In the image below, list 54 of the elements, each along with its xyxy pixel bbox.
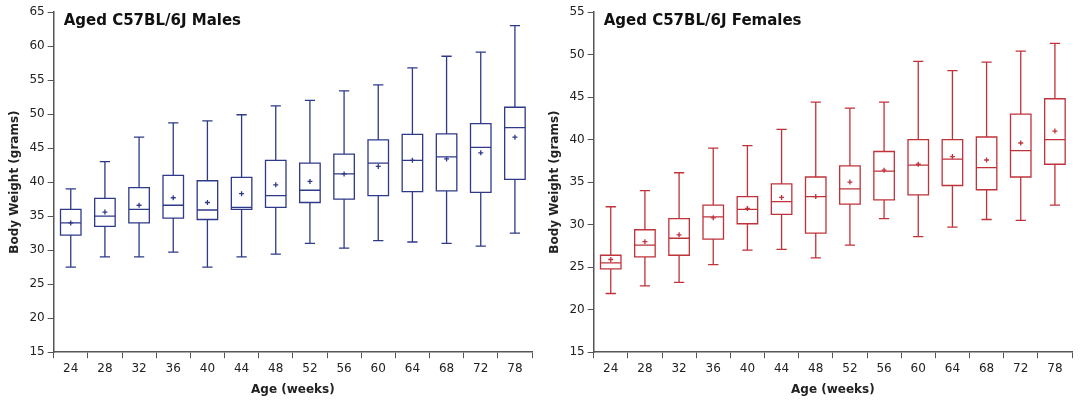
y-tick-label: 40 (569, 131, 585, 146)
x-tick-label: 52 (842, 360, 858, 375)
chart-title: Aged C57BL/6J Females (603, 11, 802, 30)
x-tick-label: 40 (199, 360, 216, 375)
y-tick-label: 55 (569, 4, 585, 19)
x-tick-label: 72 (473, 360, 489, 375)
y-tick-label: 60 (29, 38, 45, 53)
x-tick-label: 60 (910, 360, 926, 375)
x-tick-label: 60 (370, 360, 386, 375)
y-tick-label: 20 (29, 310, 45, 325)
x-axis-title: Age (weeks) (791, 381, 875, 396)
y-tick-label: 20 (569, 301, 585, 316)
x-tick-label: 78 (507, 360, 523, 375)
x-tick-label: 40 (739, 360, 756, 375)
y-tick-label: 45 (569, 89, 585, 104)
y-tick-label: 65 (29, 4, 45, 19)
y-tick-label: 35 (569, 174, 585, 189)
y-tick-label: 55 (29, 72, 45, 87)
x-tick-label: 28 (637, 360, 653, 375)
y-tick-label: 40 (29, 174, 45, 189)
x-tick-label: 72 (1013, 360, 1029, 375)
chart-title: Aged C57BL/6J Males (63, 11, 242, 30)
y-tick-label: 45 (29, 140, 45, 155)
y-tick-label: 30 (29, 242, 45, 257)
x-tick-label: 32 (131, 360, 147, 375)
y-tick-label: 30 (569, 216, 585, 231)
y-axis-title: Body Weight (grams) (547, 110, 562, 254)
x-tick-label: 44 (773, 360, 790, 375)
y-tick-label: 25 (29, 276, 45, 291)
x-tick-label: 56 (336, 360, 352, 375)
x-tick-label: 52 (302, 360, 318, 375)
x-axis-title: Age (weeks) (251, 381, 335, 396)
y-axis-title: Body Weight (grams) (7, 110, 22, 254)
x-tick-label: 36 (705, 360, 721, 375)
x-tick-label: 68 (438, 360, 455, 375)
x-tick-label: 56 (876, 360, 892, 375)
x-tick-label: 24 (63, 360, 79, 375)
x-tick-label: 36 (165, 360, 181, 375)
x-tick-label: 24 (603, 360, 619, 375)
y-tick-label: 50 (569, 46, 585, 61)
x-tick-label: 64 (404, 360, 421, 375)
x-tick-label: 28 (97, 360, 113, 375)
x-tick-label: 78 (1047, 360, 1063, 375)
x-tick-label: 68 (978, 360, 995, 375)
x-tick-label: 48 (808, 360, 824, 375)
y-tick-label: 15 (29, 344, 45, 359)
y-tick-label: 25 (569, 259, 585, 274)
x-tick-label: 64 (944, 360, 961, 375)
x-tick-label: 48 (268, 360, 284, 375)
x-tick-label: 44 (233, 360, 250, 375)
y-tick-label: 15 (569, 344, 585, 359)
x-tick-label: 32 (671, 360, 687, 375)
y-tick-label: 50 (29, 106, 45, 121)
y-tick-label: 35 (29, 208, 45, 223)
